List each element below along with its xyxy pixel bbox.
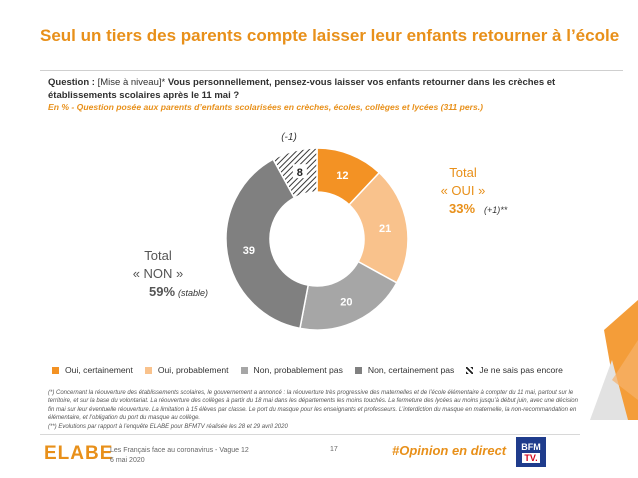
question-tag: [Mise à niveau]* <box>97 77 168 88</box>
non-total-value: 59% <box>149 284 175 299</box>
legend-item-5: Je ne sais pas encore <box>466 365 563 375</box>
non-total-name: « NON » <box>133 266 184 281</box>
legend-swatch-5 <box>466 366 474 374</box>
footer-survey-info: Les Français face au coronavirus - Vague… <box>110 446 249 466</box>
hashtag: #Opinion en direct <box>392 443 507 458</box>
slice-value-label-1: 12 <box>336 170 348 182</box>
legend-label-1: Oui, certainement <box>65 365 133 375</box>
legend-swatch-3 <box>240 366 248 374</box>
slice-label-bg-5 <box>292 164 307 179</box>
question-text: Vous personnellement, pensez-vous laisse… <box>48 77 556 101</box>
legend-item-3: Non, probablement pas <box>240 365 343 375</box>
oui-total-label: Total <box>449 165 477 180</box>
legend-item-2: Oui, probablement <box>144 365 229 375</box>
legend-label-3: Non, probablement pas <box>253 365 343 375</box>
legend-label-2: Oui, probablement <box>157 365 229 375</box>
legend-swatch-2 <box>144 366 152 374</box>
title-divider <box>40 70 623 71</box>
slice-value-label-4: 39 <box>243 245 255 257</box>
legend-label-4: Non, certainement pas <box>367 365 455 375</box>
dk-change-label: (-1) <box>281 132 297 143</box>
legend-item-1: Oui, certainement <box>52 365 133 375</box>
oui-total-name: « OUI » <box>441 183 486 198</box>
bfmtv-logo-top: BFM <box>521 441 541 452</box>
base-note: En % - Question posée aux parents d’enfa… <box>48 102 483 112</box>
oui-total-value: 33% <box>449 201 475 216</box>
page-title: Seul un tiers des parents compte laisser… <box>40 26 620 45</box>
legend-item-4: Non, certainement pas <box>354 365 455 375</box>
non-total-label: Total <box>144 248 172 263</box>
footnotes: (*) Concernant la réouverture des établi… <box>48 389 580 431</box>
slice-value-label-2: 21 <box>379 223 391 235</box>
oui-change: (+1)** <box>484 205 508 215</box>
page-number: 17 <box>330 446 338 453</box>
donut-slice-2 <box>348 171 409 284</box>
slice-value-label-5: 8 <box>297 167 303 179</box>
survey-date: 6 mai 2020 <box>110 457 145 464</box>
footnote-2: (**) Evolutions par rapport à l’enquête … <box>48 423 288 430</box>
question-block: Question : [Mise à niveau]* Vous personn… <box>48 77 588 102</box>
donut-slice-4 <box>225 158 310 330</box>
footnote-1: (*) Concernant la réouverture des établi… <box>48 390 578 422</box>
bfmtv-logo: BFM TV. <box>516 437 546 467</box>
footer-divider <box>40 434 580 435</box>
chart-legend: Oui, certainement Oui, probablement Non, p… <box>52 363 575 377</box>
bfmtv-logo-bottom: TV. <box>522 452 540 463</box>
survey-name: Les Français face au coronavirus - Vague… <box>110 447 249 454</box>
non-change: (stable) <box>178 288 208 298</box>
legend-label-5: Je ne sais pas encore <box>479 365 563 375</box>
question-prefix: Question : <box>48 77 98 88</box>
legend-swatch-1 <box>52 366 59 374</box>
elabe-logo: ELABE <box>44 443 114 464</box>
legend-swatch-4 <box>354 366 362 374</box>
slice-value-label-3: 20 <box>340 296 352 308</box>
brand-chevron-decoration <box>590 300 638 420</box>
